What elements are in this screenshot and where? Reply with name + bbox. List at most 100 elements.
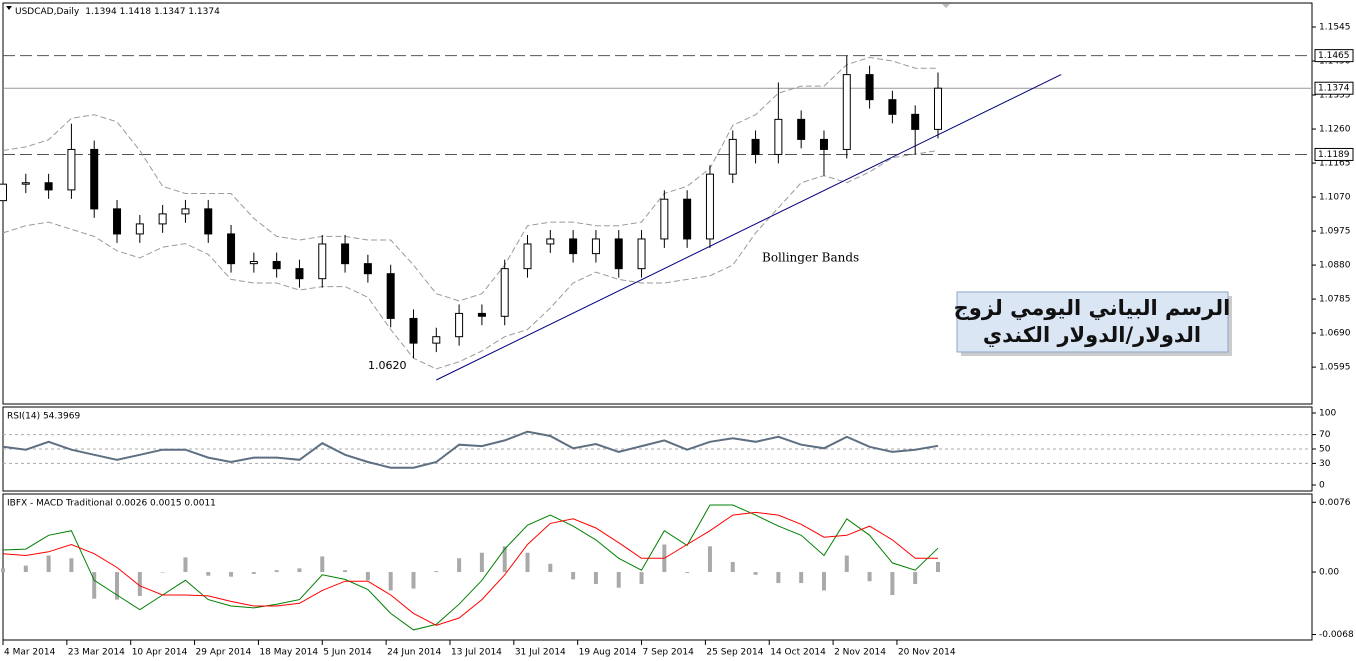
macd-histogram-bar (229, 572, 234, 577)
candle-body (546, 238, 555, 245)
macd-histogram-bar (115, 572, 120, 600)
y-tick-label: 1.0975 (1319, 227, 1351, 237)
macd-histogram-bar (730, 561, 735, 573)
candle-body (569, 238, 578, 255)
macd-histogram-bar (434, 571, 439, 573)
candle-body (135, 223, 144, 235)
macd-histogram-bar (457, 558, 462, 573)
shift-marker (942, 4, 950, 8)
x-tick-label: 13 Jul 2014 (451, 648, 502, 658)
x-tick-label: 18 May 2014 (259, 648, 318, 658)
macd-histogram-bar (525, 552, 530, 573)
y-tick-label: 1.0595 (1319, 363, 1351, 373)
bollinger-band (2, 56, 938, 302)
macd-histogram-bar (844, 555, 849, 573)
macd-histogram-bar (46, 555, 51, 573)
macd-histogram-bar (23, 565, 28, 573)
macd-histogram-bar (502, 546, 507, 573)
x-tick-label: 14 Oct 2014 (770, 648, 826, 658)
box-line: الرسم البياني اليومي لزوج (954, 296, 1231, 321)
macd-histogram-bar (890, 572, 895, 596)
x-tick-label: 19 Aug 2014 (579, 648, 637, 658)
candle-body (637, 238, 646, 270)
x-tick-label: 23 Mar 2014 (68, 648, 125, 658)
macd-histogram-bar (936, 561, 940, 573)
y-tick-label: 50 (1319, 445, 1331, 455)
candle-body (113, 208, 122, 235)
y-tick-label: 100 (1319, 408, 1336, 418)
y-tick-label: 1.0880 (1319, 261, 1351, 271)
price-header: USDCAD,Daily 1.1394 1.1418 1.1347 1.1374 (15, 7, 220, 17)
macd-histogram-bar (137, 572, 142, 596)
macd-title: IBFX - MACD Traditional 0.0026 0.0015 0.… (7, 499, 216, 509)
bollinger-label: Bollinger Bands (762, 251, 859, 265)
price-level-box (1314, 49, 1354, 63)
y-tick-label: 70 (1319, 430, 1331, 440)
x-tick-label: 5 Jun 2014 (323, 648, 372, 658)
y-tick-label: -0.0068 (1319, 630, 1354, 640)
price-level-label: 1.1374 (1318, 84, 1350, 94)
box-line: الدولار/الدولار الكندي (983, 323, 1201, 348)
candle-body (683, 198, 692, 240)
candle-body (295, 268, 304, 280)
candle-body (523, 243, 532, 270)
y-tick-label: 1.0690 (1319, 329, 1351, 339)
x-tick-label: 24 Jun 2014 (387, 648, 441, 658)
price-level-box (1314, 147, 1354, 161)
macd-line (2, 504, 939, 631)
y-tick-label: 1.1355 (1319, 91, 1351, 101)
candle-body (660, 198, 669, 240)
candle-body (249, 261, 258, 265)
x-tick-label: 31 Jul 2014 (515, 648, 566, 658)
candle-body (90, 148, 99, 210)
macd-histogram-bar (274, 570, 279, 573)
macd-histogram-bar (411, 572, 416, 589)
macd-histogram-bar (799, 572, 804, 584)
macd-histogram-bar (639, 572, 644, 584)
menu-triangle (6, 6, 12, 10)
macd-histogram-bar (616, 572, 621, 588)
annotation-box: الرسم البياني اليومي لزوج الدولار/الدولا… (954, 291, 1232, 356)
x-tick-label: 4 Mar 2014 (4, 648, 56, 658)
macd-histogram-bar (388, 572, 393, 591)
candle-body (751, 138, 760, 155)
candle-body (0, 183, 7, 202)
symbol-title: USDCAD,Daily (15, 7, 80, 17)
trendline (436, 74, 1062, 381)
candle-body (774, 118, 783, 155)
candle-body (842, 74, 851, 150)
candle-body (181, 208, 190, 215)
macd-histogram-bar (548, 563, 553, 573)
macd-panel (2, 493, 1313, 641)
y-tick-label: 30 (1319, 459, 1331, 469)
y-tick-label: 0.00 (1319, 568, 1339, 578)
low-label: 1.0620 (368, 359, 407, 372)
macd-histogram-bar (821, 572, 826, 591)
macd-histogram-bar (913, 572, 918, 584)
candle-body (614, 238, 623, 270)
price-level-label: 1.1465 (1318, 51, 1350, 61)
macd-histogram-bar (206, 572, 211, 576)
macd-line (2, 511, 938, 626)
macd-histogram-bar (365, 572, 370, 581)
candle-body (204, 208, 213, 235)
x-tick-label: 7 Sep 2014 (643, 648, 695, 658)
macd-histogram-bar (479, 552, 484, 573)
candle-body (272, 261, 281, 270)
x-tick-label: 20 Nov 2014 (898, 648, 956, 658)
macd-histogram-bar (707, 546, 712, 573)
candle-body (911, 113, 920, 130)
macd-histogram-bar (753, 572, 758, 575)
macd-histogram-bar (685, 572, 690, 573)
y-tick-label: 1.1545 (1319, 22, 1351, 32)
candle-body (158, 213, 167, 225)
candle-body (500, 268, 509, 317)
macd-histogram-bar (92, 572, 97, 599)
x-tick-label: 25 Sep 2014 (706, 648, 763, 658)
candle-body (591, 238, 600, 255)
x-tick-label: 2 Nov 2014 (834, 648, 886, 658)
candle-body (67, 148, 76, 191)
box (956, 291, 1229, 353)
candle-body (363, 263, 372, 275)
